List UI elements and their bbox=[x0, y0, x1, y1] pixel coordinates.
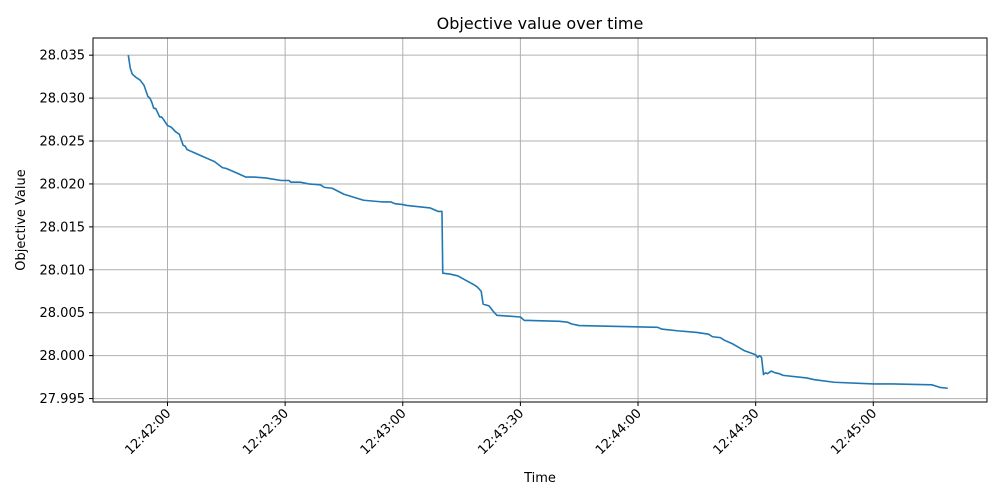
x-tick-label: 12:42:00 bbox=[122, 406, 174, 458]
y-tick-label: 28.015 bbox=[40, 220, 86, 235]
grid-lines bbox=[93, 38, 987, 402]
series-line-0 bbox=[127, 55, 948, 390]
x-axis-label: Time bbox=[523, 471, 556, 486]
x-axis: 12:42:00 12:42:30 12:43:00 12:43:30 12:44:00… bbox=[122, 402, 880, 458]
y-tick-label: 28.030 bbox=[40, 92, 86, 107]
y-tick-label: 28.005 bbox=[40, 306, 86, 321]
y-axis: 27.995 28.000 28.005 28.010 28.015 28.020 28.0… bbox=[40, 49, 93, 407]
plot-frame bbox=[92, 37, 988, 403]
y-tick-label: 28.035 bbox=[40, 49, 86, 64]
x-tick-label: 12:43:30 bbox=[475, 406, 527, 458]
x-tick-label: 12:43:00 bbox=[358, 406, 410, 458]
y-tick-label: 28.010 bbox=[40, 263, 86, 278]
x-tick-label: 12:44:00 bbox=[593, 406, 645, 458]
x-tick-label: 12:44:30 bbox=[711, 406, 763, 458]
y-axis-label: Objective Value bbox=[14, 169, 29, 270]
y-tick-label: 28.025 bbox=[40, 135, 86, 150]
chart-title: Objective value over time bbox=[437, 14, 644, 33]
y-tick-label: 27.995 bbox=[40, 392, 86, 407]
y-tick-label: 28.020 bbox=[40, 177, 86, 192]
x-tick-label: 12:45:00 bbox=[828, 406, 880, 458]
series-layer bbox=[127, 55, 948, 390]
x-tick-label: 12:42:30 bbox=[240, 406, 292, 458]
y-tick-label: 28.000 bbox=[40, 349, 86, 364]
